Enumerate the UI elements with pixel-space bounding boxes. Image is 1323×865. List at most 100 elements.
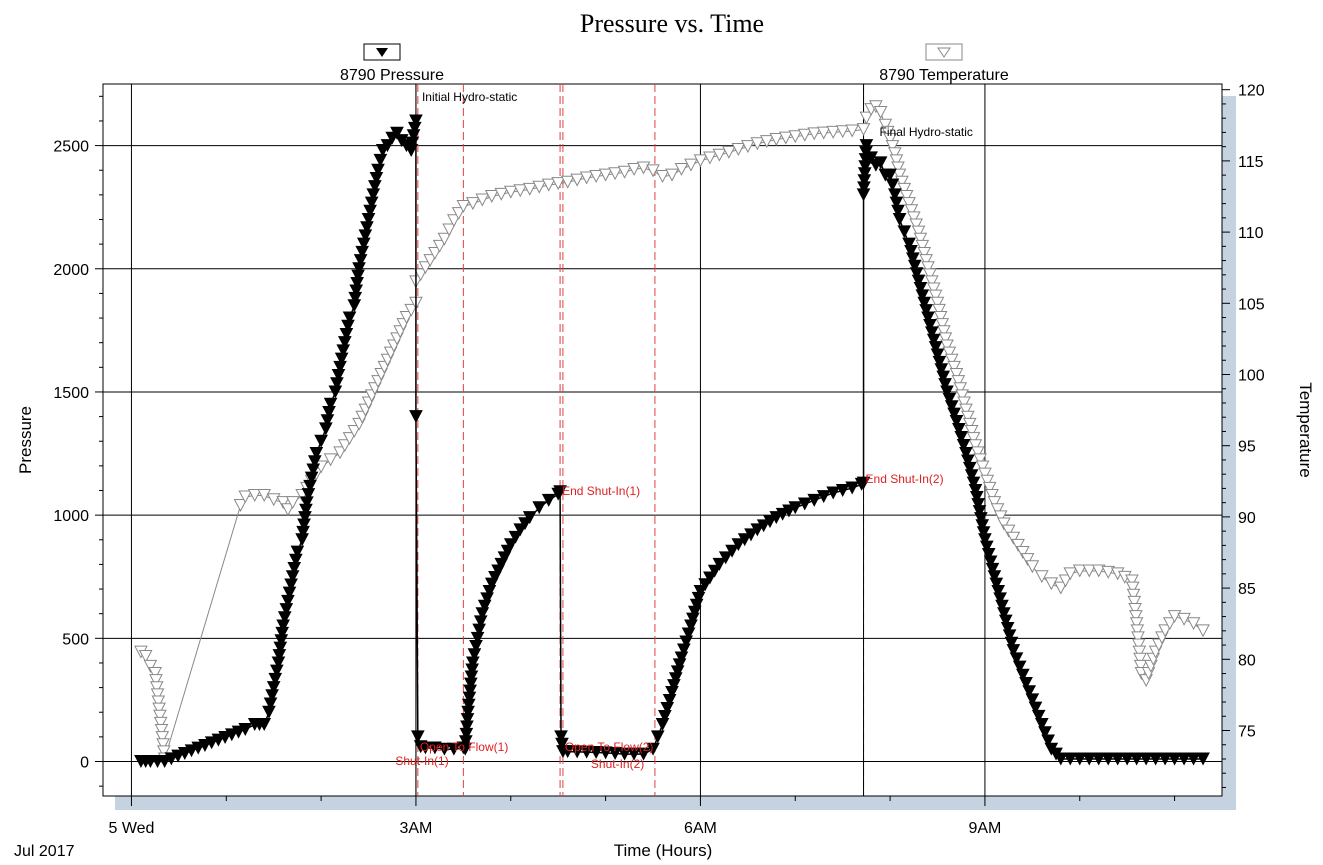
data-point <box>608 747 622 760</box>
data-point <box>981 548 996 562</box>
data-point <box>816 126 831 140</box>
data-point <box>985 562 1000 576</box>
data-point <box>1082 752 1097 766</box>
data-point <box>859 139 874 153</box>
data-point <box>788 501 803 515</box>
data-point <box>921 261 935 275</box>
data-point <box>921 311 935 325</box>
data-point <box>778 131 793 145</box>
data-point <box>930 348 945 362</box>
data-point <box>885 178 900 192</box>
data-point <box>650 730 665 744</box>
data-point <box>224 728 239 742</box>
y-axis-label: Pressure <box>16 406 35 474</box>
data-point <box>731 143 746 156</box>
data-point <box>579 745 594 759</box>
data-point <box>989 577 1004 591</box>
data-point <box>177 747 192 760</box>
data-point <box>949 367 964 381</box>
data-point <box>390 126 404 140</box>
data-point <box>1120 752 1134 766</box>
y-tick-label: 1000 <box>53 508 89 525</box>
data-point <box>961 410 975 424</box>
data-point <box>428 741 442 755</box>
data-point <box>969 491 984 505</box>
data-point <box>323 397 338 411</box>
plot-shadow-right <box>1222 96 1236 810</box>
data-point <box>835 125 850 139</box>
data-point <box>404 303 419 317</box>
data-point <box>148 667 162 681</box>
data-point <box>951 375 966 389</box>
data-point <box>554 730 568 744</box>
data-point <box>1139 752 1153 766</box>
data-point <box>1125 574 1139 588</box>
data-point <box>285 496 300 510</box>
data-point <box>956 439 971 453</box>
data-point <box>807 127 822 141</box>
data-point <box>522 182 537 196</box>
data-point <box>911 274 926 288</box>
data-point <box>1034 570 1049 584</box>
y2-tick-label: 95 <box>1238 439 1256 456</box>
data-point <box>1177 752 1191 766</box>
x-axis-ticks: 5 Wed 3AM 6AM 9AM <box>108 796 1176 837</box>
x-tick-label: 5 Wed <box>108 820 154 837</box>
data-point <box>957 396 971 410</box>
data-point <box>532 501 547 515</box>
data-point <box>1158 624 1172 638</box>
data-point <box>1196 624 1210 638</box>
data-point <box>1063 752 1078 766</box>
data-point <box>741 140 755 154</box>
data-point <box>1131 638 1146 652</box>
data-point <box>942 392 957 406</box>
data-point <box>892 213 907 226</box>
data-point <box>1133 659 1148 673</box>
data-point <box>1000 621 1015 635</box>
data-point <box>954 431 969 445</box>
data-point <box>703 151 717 165</box>
y2-tick-label: 115 <box>1238 154 1264 171</box>
data-point <box>993 592 1007 606</box>
data-point <box>589 170 603 184</box>
data-point <box>826 125 841 139</box>
data-point <box>980 474 995 488</box>
data-point <box>987 570 1002 584</box>
y-tick-label: 500 <box>62 631 89 648</box>
data-point <box>926 282 941 296</box>
data-point <box>949 415 964 428</box>
data-point <box>930 296 945 310</box>
data-point <box>971 498 985 512</box>
data-point <box>152 702 166 716</box>
event-label: End Shut-In(1) <box>562 484 640 498</box>
data-point <box>940 339 954 353</box>
data-point <box>932 303 946 317</box>
data-point <box>693 154 708 168</box>
data-point <box>974 512 988 526</box>
data-point <box>942 346 957 360</box>
data-point <box>1126 588 1141 602</box>
data-point <box>1163 617 1177 631</box>
data-point <box>155 731 170 745</box>
data-point <box>428 246 442 260</box>
data-point <box>856 476 871 490</box>
data-point <box>138 649 153 663</box>
data-point <box>889 196 904 210</box>
data-point <box>153 709 167 723</box>
data-point <box>835 484 850 497</box>
data-point <box>1186 617 1201 631</box>
data-point <box>418 741 433 755</box>
data-point <box>975 460 990 474</box>
data-point <box>347 424 362 438</box>
data-point <box>932 355 947 369</box>
data-point <box>909 267 924 281</box>
data-point <box>797 497 812 511</box>
data-point <box>859 111 874 125</box>
data-point <box>998 614 1013 628</box>
x-tick-label: 6AM <box>684 820 717 837</box>
data-point <box>276 496 291 510</box>
data-point <box>983 555 998 569</box>
series-pressure <box>134 114 1210 768</box>
data-point <box>627 747 641 761</box>
